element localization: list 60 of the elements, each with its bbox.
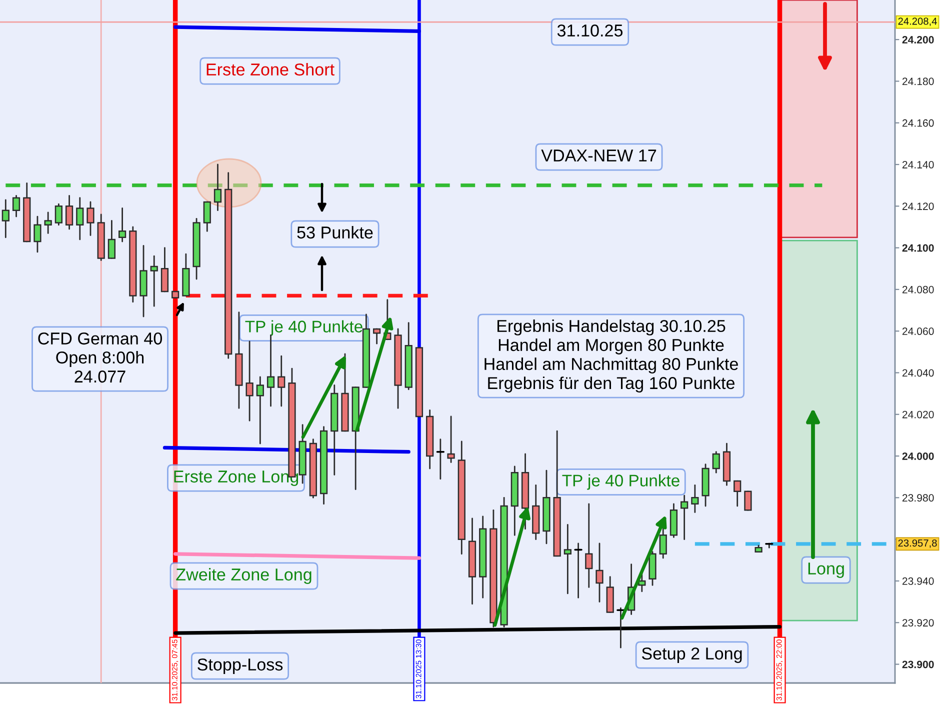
annotation: 23.957,8 xyxy=(898,539,937,548)
annotation: TP je 40 Punkte xyxy=(562,474,680,490)
candlestick xyxy=(150,255,158,307)
candlestick xyxy=(744,490,752,511)
candlestick xyxy=(65,195,74,230)
annotation: Setup 2 Long xyxy=(642,647,742,663)
candlestick xyxy=(659,526,667,559)
y-tick-label: 24.120 xyxy=(902,202,934,210)
candlestick xyxy=(712,451,720,474)
candlestick xyxy=(118,208,126,242)
y-tick-label: 24.080 xyxy=(902,286,934,294)
candlestick xyxy=(76,197,84,240)
candlestick xyxy=(108,220,116,259)
candlestick xyxy=(680,494,688,540)
candlestick xyxy=(54,203,62,226)
annotation: Erste Zone Short xyxy=(206,63,334,76)
y-tick-label: 24.180 xyxy=(902,78,934,86)
annotation: Zweite Zone Long xyxy=(176,568,312,584)
candlestick xyxy=(2,199,10,238)
y-tick-label: 24.020 xyxy=(902,410,934,418)
candlestick xyxy=(12,195,20,218)
candlestick xyxy=(86,201,94,236)
candlestick xyxy=(203,201,211,232)
candlestick xyxy=(447,416,455,463)
candlestick xyxy=(596,542,604,602)
annotation: Stopp-Loss xyxy=(198,658,283,674)
y-tick-label: 24.040 xyxy=(902,369,934,377)
candlestick xyxy=(266,334,275,407)
annotation: VDAX-NEW 17 xyxy=(541,150,656,162)
annotation: 53 Punkte xyxy=(297,226,373,239)
candlestick xyxy=(246,340,254,422)
candlestick xyxy=(278,355,286,407)
annotation: TP je 40 Punkte xyxy=(245,320,362,336)
candlestick xyxy=(574,542,582,598)
candlestick xyxy=(160,247,169,292)
annotation: CFD German 40 Open 8:00h 24.077 xyxy=(38,332,162,383)
candlestick xyxy=(436,438,445,480)
ref-line-label: 24.208,4 xyxy=(898,18,937,26)
y-tick-label: 23.980 xyxy=(902,494,934,502)
y-tick-label: 24.100 xyxy=(902,244,934,252)
y-tick-label: 23.920 xyxy=(902,619,934,627)
candlestick xyxy=(564,524,572,594)
annotation: 31.10.25 xyxy=(557,24,623,37)
y-tick-label: 24.140 xyxy=(902,160,934,168)
candlestick xyxy=(34,216,42,253)
annotation: Ergebnis Handelstag 30.10.25 Handel am Morgen 80 Punkte Handel am Nachmittag 80 Punkte Ergebnis für den Tag 160 Punkte xyxy=(484,320,738,392)
candlestick xyxy=(44,212,52,234)
y-tick-label: 24.160 xyxy=(902,119,934,127)
candlestick xyxy=(373,328,381,344)
annotation: Long xyxy=(808,562,844,578)
y-tick-label: 24.060 xyxy=(902,328,934,336)
candlestick xyxy=(256,376,264,444)
y-tick-label: 24.000 xyxy=(902,452,934,460)
y-tick-label: 24.200 xyxy=(902,36,934,44)
y-tick-label: 23.940 xyxy=(902,577,934,585)
y-tick-label: 23.900 xyxy=(902,660,934,668)
candlestick xyxy=(214,164,222,212)
candlestick xyxy=(691,484,699,513)
candlestick xyxy=(734,480,742,507)
candlestick xyxy=(585,503,593,588)
